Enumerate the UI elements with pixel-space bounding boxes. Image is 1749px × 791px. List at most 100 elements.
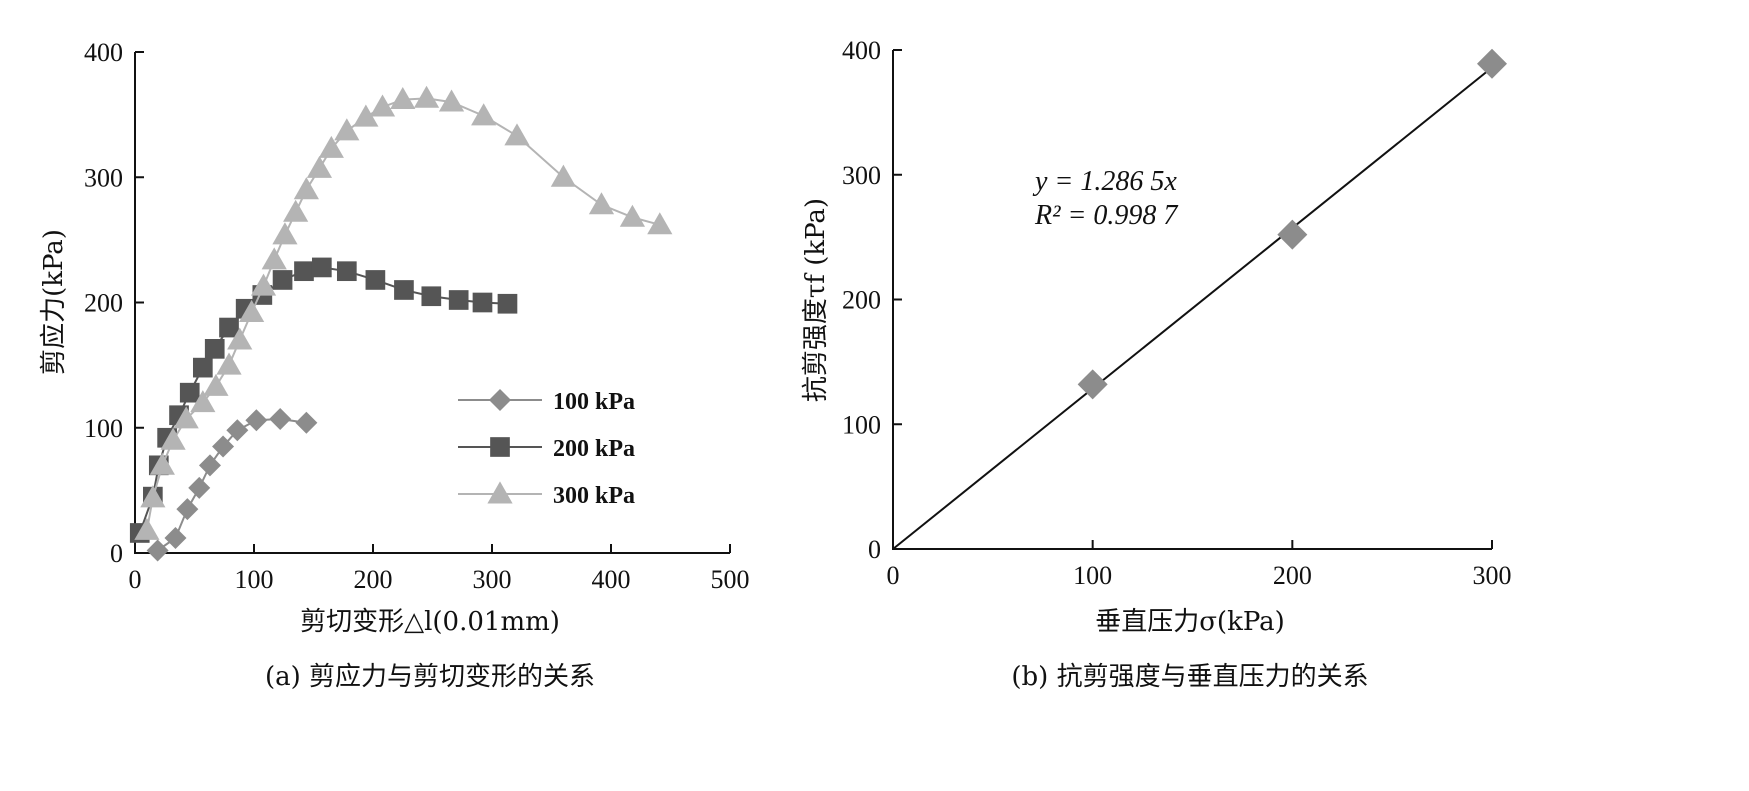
panel-b-axes: 0 100 200 300 400 0 100 200 300	[842, 36, 1512, 590]
data-point	[472, 292, 493, 313]
data-point	[272, 270, 293, 290]
data-point	[369, 94, 396, 117]
data-point	[336, 261, 357, 282]
panel-a-x-tick-label: 200	[354, 565, 393, 594]
panel-a-x-axis-label: 剪切变形△l(0.01mm)	[300, 607, 560, 637]
panel-b-fit-r2: R² = 0.998 7	[1034, 200, 1178, 231]
panel-b-y-tick-label: 400	[842, 36, 881, 65]
panel-b-y-tick-label: 300	[842, 161, 881, 190]
data-point	[497, 293, 518, 314]
data-point	[226, 419, 249, 442]
panel-b-y-tick-label: 0	[868, 535, 881, 564]
panel-a-y-tick-label: 100	[84, 414, 123, 443]
data-point	[647, 212, 673, 235]
panel-a-x-tick-label: 0	[129, 565, 142, 594]
series-line	[145, 97, 661, 531]
panel-b-chart: 0 100 200 300 400 0 100 200 300 y = 1.286 5x R² …	[801, 36, 1512, 692]
legend-label: 200 kPa	[553, 436, 635, 462]
panel-b-x-tick-label: 200	[1273, 561, 1312, 590]
panel-a-y-tick-label: 400	[84, 38, 123, 67]
data-point	[140, 485, 166, 508]
data-point	[204, 339, 225, 359]
data-point	[421, 286, 442, 307]
data-point	[550, 164, 576, 187]
fit-line	[892, 66, 1493, 550]
data-point	[295, 411, 318, 434]
data-point	[394, 280, 414, 300]
data-point	[188, 476, 211, 499]
data-point	[227, 327, 253, 350]
panel-b-x-axis-label: 垂直压力σ(kPa)	[1095, 607, 1285, 637]
data-point	[438, 89, 465, 112]
panel-b-x-tick-label: 300	[1473, 561, 1512, 590]
data-point	[190, 390, 216, 413]
data-point	[149, 452, 175, 475]
data-point	[353, 104, 379, 127]
panel-a-chart: 0 100 200 300 400 0 100 200 300 400 500 100 kPa 200…	[39, 38, 750, 692]
data-point	[413, 85, 440, 108]
data-point	[1277, 219, 1308, 250]
legend-label: 300 kPa	[553, 483, 635, 509]
data-point	[146, 539, 169, 562]
data-point	[306, 155, 333, 178]
data-point	[448, 290, 469, 310]
panel-a-x-tick-label: 400	[592, 565, 631, 594]
data-point	[269, 407, 292, 430]
data-point	[283, 199, 309, 222]
data-point	[588, 192, 615, 215]
panel-b-y-tick-label: 200	[842, 286, 881, 315]
data-point	[212, 435, 235, 458]
panel-a-y-axis-label: 剪应力(kPa)	[39, 229, 69, 375]
data-point	[219, 317, 239, 338]
data-point	[1077, 369, 1108, 400]
data-point	[1477, 48, 1507, 79]
data-point	[365, 270, 386, 290]
data-point	[179, 382, 200, 403]
panel-a-x-tick-label: 500	[711, 565, 750, 594]
panel-b-series	[892, 48, 1507, 550]
data-point	[192, 357, 213, 378]
series-triangle	[134, 85, 673, 540]
data-point	[164, 526, 187, 549]
data-point	[216, 352, 242, 375]
data-point	[173, 406, 199, 429]
data-point	[198, 454, 221, 477]
panel-b-caption: (b) 抗剪强度与垂直压力的关系	[1011, 662, 1368, 692]
panel-b-fit-equation: y = 1.286 5x	[1032, 166, 1177, 197]
data-point	[245, 409, 268, 432]
panel-a-series	[129, 85, 673, 562]
data-point	[176, 498, 199, 521]
panel-b-y-tick-label: 100	[842, 410, 881, 439]
data-point	[311, 257, 332, 278]
legend-marker	[490, 437, 510, 457]
panel-a-y-tick-label: 200	[84, 289, 123, 318]
panel-a-legend: 100 kPa 200 kPa 300 kPa	[458, 389, 635, 509]
panel-a-x-tick-label: 100	[235, 565, 274, 594]
series-diamond	[146, 407, 318, 562]
legend-marker	[489, 389, 511, 411]
data-point	[471, 103, 497, 126]
panel-b-y-axis-label: 抗剪强度τf (kPa)	[801, 198, 831, 402]
panel-a-y-tick-label: 0	[110, 539, 123, 568]
panel-a-axes: 0 100 200 300 400 0 100 200 300 400 500	[84, 38, 750, 594]
data-point	[334, 118, 360, 141]
data-point	[294, 261, 314, 282]
series-line	[157, 417, 307, 552]
panel-a-x-tick-label: 300	[473, 565, 512, 594]
data-point	[318, 135, 344, 158]
data-point	[504, 123, 530, 146]
data-point	[239, 299, 265, 322]
legend-label: 100 kPa	[553, 389, 635, 415]
data-point	[390, 86, 416, 110]
data-point	[619, 204, 646, 227]
panel-b-axis-lines	[892, 50, 1492, 550]
panel-a-y-tick-label: 300	[84, 163, 123, 192]
data-point	[250, 273, 277, 296]
data-point	[203, 373, 229, 396]
data-point	[272, 222, 298, 245]
legend-marker	[487, 481, 513, 504]
data-point	[293, 177, 319, 200]
data-point	[160, 427, 186, 450]
data-point	[134, 517, 160, 540]
